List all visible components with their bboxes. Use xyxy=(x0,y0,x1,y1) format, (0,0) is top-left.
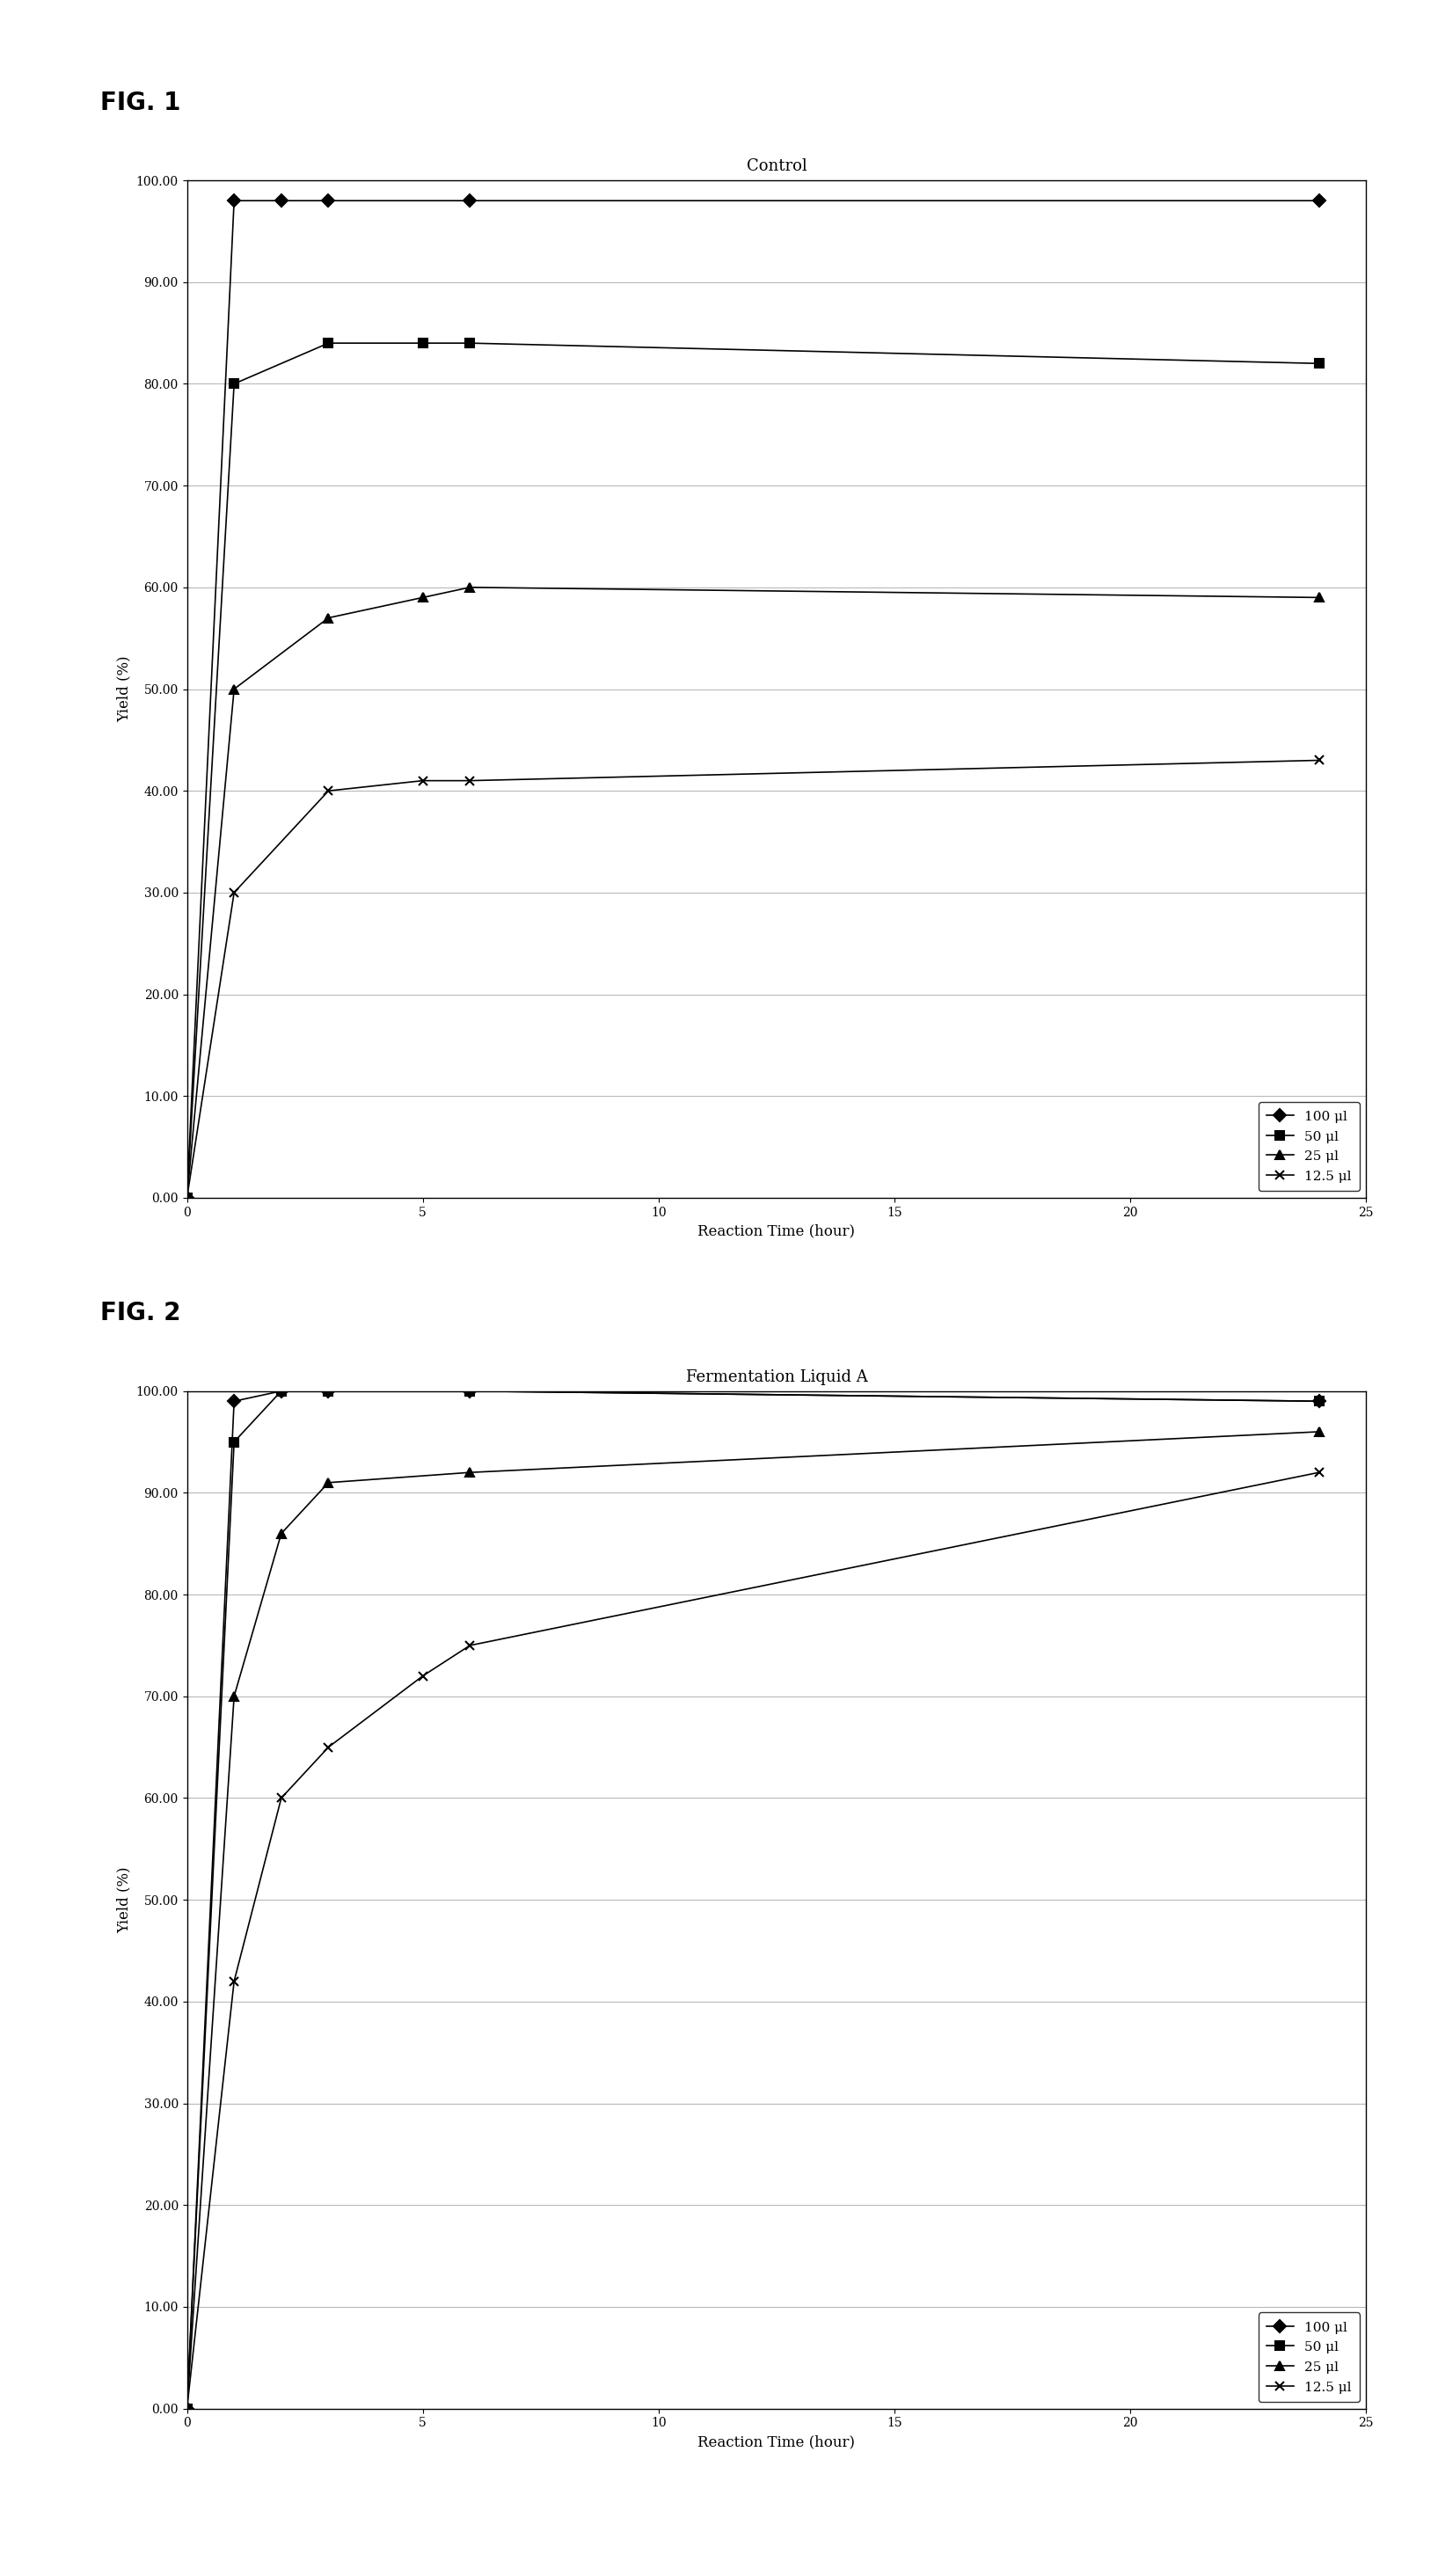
25 μl xyxy=(462,572,479,603)
100 μl xyxy=(273,1376,290,1406)
Line: 100 μl: 100 μl xyxy=(183,1386,1323,2414)
12.5 μl xyxy=(462,1631,479,1662)
12.5 μl xyxy=(226,876,243,907)
100 μl xyxy=(319,1376,336,1406)
25 μl xyxy=(462,1458,479,1489)
Title: Fermentation Liquid A: Fermentation Liquid A xyxy=(686,1368,867,1386)
12.5 μl xyxy=(319,1731,336,1762)
X-axis label: Reaction Time (hour): Reaction Time (hour) xyxy=(697,1224,856,1239)
12.5 μl xyxy=(414,765,431,796)
100 μl xyxy=(462,185,479,216)
50 μl xyxy=(462,1376,479,1406)
12.5 μl xyxy=(1310,1458,1327,1489)
Line: 100 μl: 100 μl xyxy=(183,196,1323,1203)
25 μl xyxy=(1310,582,1327,613)
12.5 μl xyxy=(226,1965,243,1996)
50 μl xyxy=(273,1376,290,1406)
Line: 50 μl: 50 μl xyxy=(183,340,1323,1203)
100 μl xyxy=(1310,185,1327,216)
25 μl xyxy=(273,1517,290,1548)
50 μl xyxy=(319,327,336,358)
50 μl xyxy=(319,1376,336,1406)
Title: Control: Control xyxy=(746,157,807,175)
25 μl xyxy=(1310,1417,1327,1448)
25 μl xyxy=(319,603,336,634)
25 μl xyxy=(226,672,243,703)
25 μl xyxy=(319,1468,336,1499)
12.5 μl xyxy=(273,1783,290,1814)
Y-axis label: Yield (%): Yield (%) xyxy=(116,1868,131,1932)
X-axis label: Reaction Time (hour): Reaction Time (hour) xyxy=(697,2434,856,2450)
12.5 μl xyxy=(178,2393,196,2424)
Legend: 100 μl, 50 μl, 25 μl, 12.5 μl: 100 μl, 50 μl, 25 μl, 12.5 μl xyxy=(1258,2313,1359,2401)
50 μl xyxy=(178,1182,196,1213)
Text: FIG. 1: FIG. 1 xyxy=(101,90,181,116)
Line: 12.5 μl: 12.5 μl xyxy=(183,755,1323,1203)
12.5 μl xyxy=(319,775,336,806)
Text: FIG. 2: FIG. 2 xyxy=(101,1301,181,1327)
12.5 μl xyxy=(414,1662,431,1692)
50 μl xyxy=(178,2393,196,2424)
Line: 12.5 μl: 12.5 μl xyxy=(183,1468,1323,2414)
50 μl xyxy=(1310,348,1327,379)
12.5 μl xyxy=(462,765,479,796)
100 μl xyxy=(178,2393,196,2424)
100 μl xyxy=(1310,1386,1327,1417)
12.5 μl xyxy=(1310,744,1327,775)
25 μl xyxy=(178,2393,196,2424)
50 μl xyxy=(226,368,243,399)
100 μl xyxy=(462,1376,479,1406)
50 μl xyxy=(226,1427,243,1458)
Legend: 100 μl, 50 μl, 25 μl, 12.5 μl: 100 μl, 50 μl, 25 μl, 12.5 μl xyxy=(1258,1103,1359,1190)
100 μl xyxy=(226,1386,243,1417)
100 μl xyxy=(273,185,290,216)
100 μl xyxy=(178,1182,196,1213)
100 μl xyxy=(319,185,336,216)
50 μl xyxy=(414,327,431,358)
Line: 50 μl: 50 μl xyxy=(183,1386,1323,2414)
25 μl xyxy=(178,1182,196,1213)
50 μl xyxy=(1310,1386,1327,1417)
Line: 25 μl: 25 μl xyxy=(183,582,1323,1203)
12.5 μl xyxy=(178,1182,196,1213)
25 μl xyxy=(414,582,431,613)
25 μl xyxy=(226,1680,243,1710)
50 μl xyxy=(462,327,479,358)
Y-axis label: Yield (%): Yield (%) xyxy=(116,657,131,721)
Line: 25 μl: 25 μl xyxy=(183,1427,1323,2414)
100 μl xyxy=(226,185,243,216)
